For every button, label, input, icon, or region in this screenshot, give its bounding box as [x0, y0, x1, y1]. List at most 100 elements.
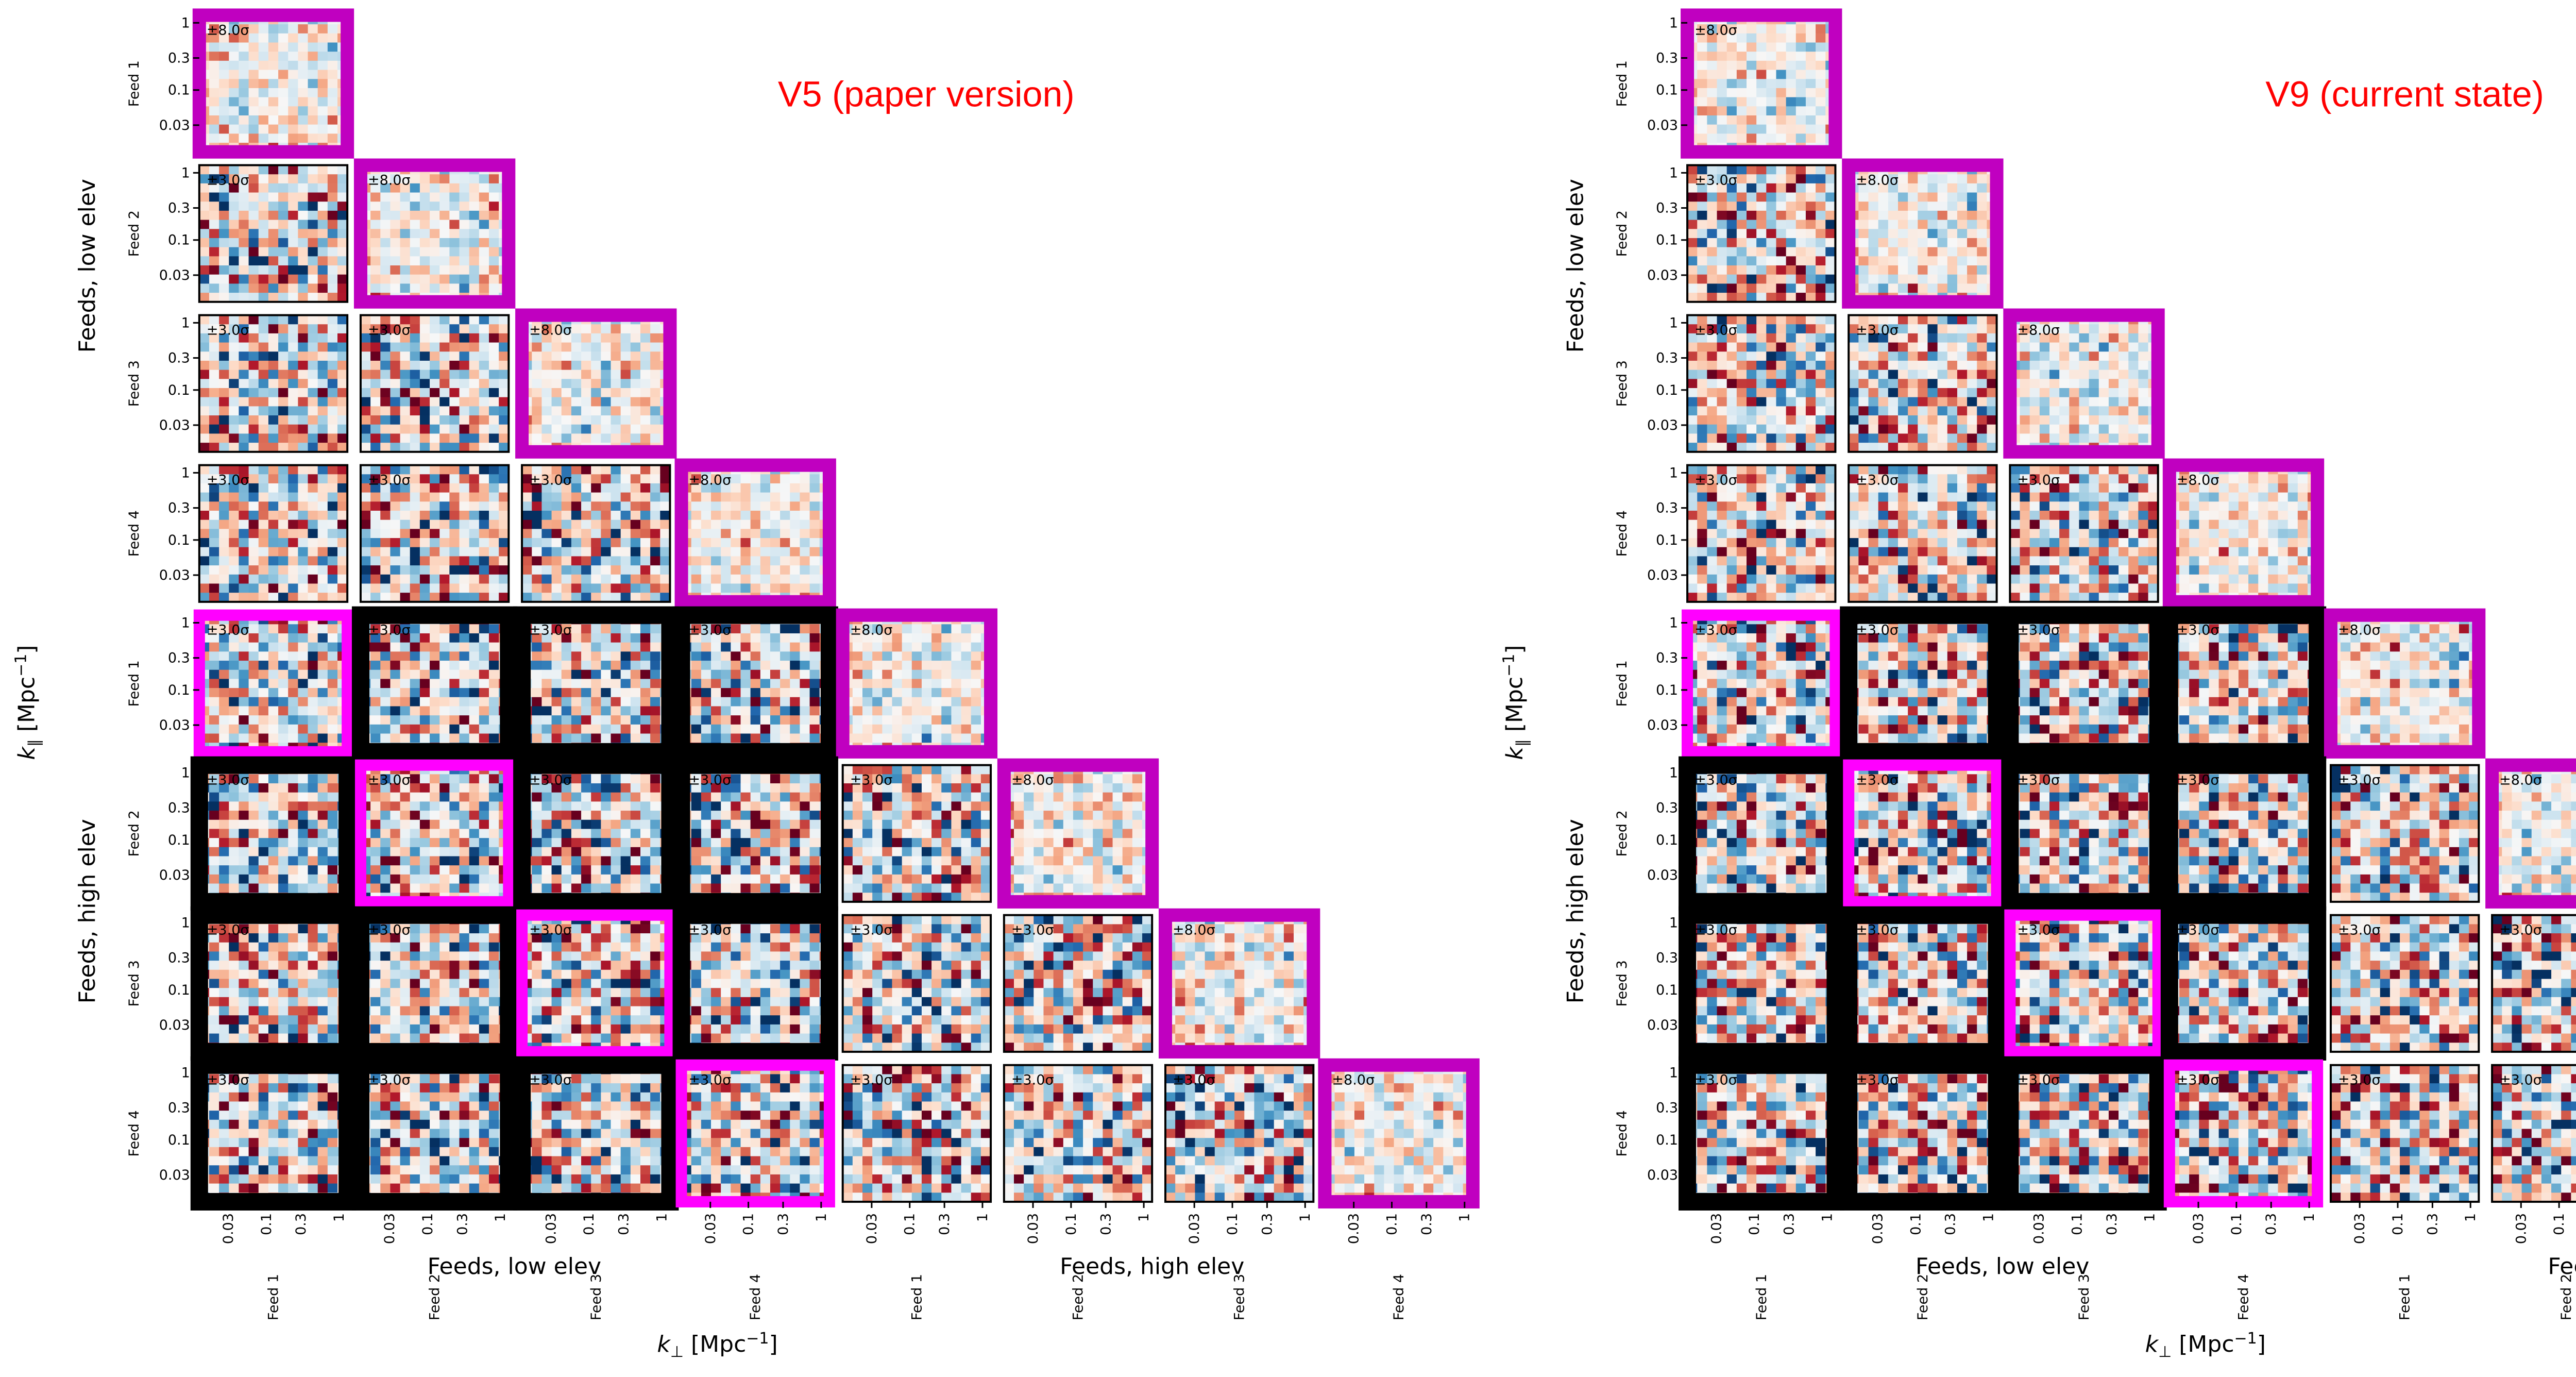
heatmap-cell — [640, 360, 651, 371]
heatmap-cell — [640, 697, 651, 707]
heatmap-cell — [219, 42, 229, 52]
heatmap-cell — [209, 351, 219, 361]
heatmap-cell — [298, 951, 309, 961]
heatmap-cell — [449, 724, 460, 734]
heatmap-cell — [650, 811, 660, 820]
heatmap-cell — [892, 642, 903, 652]
heatmap-cell — [199, 247, 210, 257]
heatmap-cell — [327, 510, 338, 520]
heatmap-cell — [701, 661, 711, 670]
heatmap-cell — [488, 360, 499, 371]
heatmap-cell — [941, 679, 952, 688]
heatmap-cell — [581, 388, 591, 398]
heatmap-cell — [370, 724, 381, 734]
heatmap-cell — [268, 351, 279, 361]
heatmap-cell — [971, 733, 981, 743]
heatmap-cell — [268, 933, 279, 943]
heatmap-cell — [410, 424, 420, 434]
heatmap-cell — [298, 97, 309, 107]
heatmap-cell — [380, 324, 391, 334]
heatmap-cell — [522, 565, 532, 575]
heatmap-cell — [419, 443, 430, 452]
heatmap-cell — [532, 415, 543, 425]
heatmap-cell — [809, 706, 820, 716]
heatmap-cell — [298, 979, 309, 988]
heatmap-cell — [400, 801, 411, 811]
heatmap-cell — [219, 583, 229, 593]
heatmap-cell — [360, 333, 371, 343]
heatmap-cell — [400, 397, 411, 407]
heatmap-cell — [449, 661, 460, 670]
heatmap-cell — [650, 465, 660, 475]
heatmap-cell — [790, 774, 801, 784]
heatmap-cell — [199, 274, 210, 284]
heatmap-cell — [469, 397, 480, 407]
heatmap-cell — [327, 969, 338, 980]
heatmap-cell — [630, 510, 641, 520]
heatmap-cell — [532, 838, 543, 848]
heatmap-cell — [298, 342, 309, 352]
heatmap-cell — [317, 70, 328, 79]
heatmap-cell — [571, 783, 582, 793]
heatmap-cell — [581, 324, 591, 334]
heatmap-cell — [239, 874, 249, 884]
heatmap-cell — [551, 593, 562, 602]
heatmap-cell — [941, 801, 952, 811]
heatmap-cell — [268, 829, 279, 838]
heatmap-cell — [551, 733, 562, 743]
heatmap-cell — [479, 724, 489, 734]
heatmap-cell — [499, 492, 509, 502]
heatmap-cell — [650, 379, 660, 389]
heatmap-cell — [229, 42, 240, 52]
heatmap-cell — [439, 883, 450, 893]
heatmap-cell — [809, 783, 820, 793]
heatmap-cell — [1132, 847, 1143, 857]
y-tick-label: 0.3 — [168, 650, 190, 666]
heatmap-cell — [360, 324, 371, 334]
heatmap-cell — [337, 220, 348, 229]
heatmap-panel: ±3.0σ — [521, 464, 671, 603]
heatmap-cell — [591, 593, 601, 602]
heatmap-cell — [248, 333, 259, 343]
heatmap-cell — [902, 724, 912, 734]
heatmap-cell — [951, 829, 962, 838]
heatmap-cell — [219, 406, 229, 416]
heatmap-cell — [317, 52, 328, 61]
heatmap-cell — [561, 415, 572, 425]
heatmap-cell — [199, 492, 210, 502]
heatmap-cell — [199, 397, 210, 407]
heatmap-cell — [640, 679, 651, 688]
heatmap-cell — [400, 388, 411, 398]
heatmap-cell — [229, 565, 240, 575]
heatmap-cell — [229, 360, 240, 371]
heatmap-cell — [691, 669, 702, 679]
heatmap-cell — [248, 115, 259, 125]
heatmap-cell — [298, 443, 309, 452]
heatmap-cell — [209, 519, 219, 529]
heatmap-cell — [419, 370, 430, 379]
heatmap-cell — [229, 961, 240, 970]
sigma-label: ±3.0σ — [368, 323, 411, 339]
heatmap-cell — [1122, 819, 1133, 830]
heatmap-cell — [327, 883, 338, 893]
heatmap-cell — [258, 829, 269, 838]
heatmap-cell — [298, 538, 309, 548]
heatmap-cell — [360, 529, 371, 539]
heatmap-cell — [499, 333, 509, 343]
heatmap-cell — [209, 360, 219, 371]
heatmap-cell — [278, 97, 289, 107]
heatmap-cell — [317, 819, 328, 830]
heatmap-cell — [268, 70, 279, 79]
heatmap-cell — [209, 370, 219, 379]
heatmap-cell — [370, 351, 381, 361]
heatmap-cell — [337, 415, 348, 425]
heatmap-cell — [219, 133, 229, 143]
heatmap-cell — [459, 706, 470, 716]
heatmap-cell — [620, 883, 631, 893]
heatmap-cell — [337, 379, 348, 389]
heatmap-cell — [770, 811, 781, 820]
heatmap-cell — [268, 969, 279, 980]
heatmap-cell — [541, 792, 552, 802]
heatmap-cell — [337, 229, 348, 239]
heatmap-cell — [951, 724, 962, 734]
